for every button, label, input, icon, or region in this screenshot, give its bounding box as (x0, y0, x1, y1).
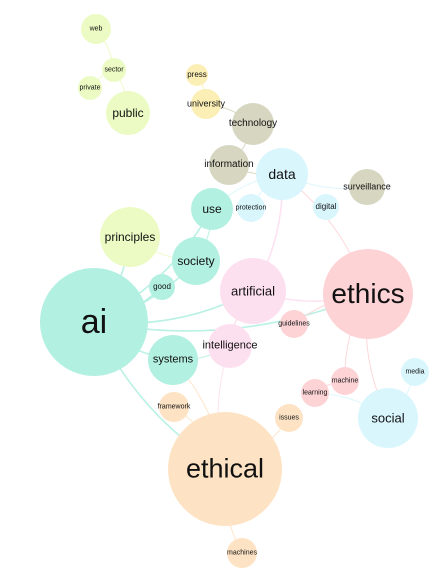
node-label-university: university (186, 98, 226, 109)
node-label-press: press (187, 70, 207, 79)
node-systems (148, 335, 198, 385)
node-label-use: use (202, 202, 222, 216)
node-label-principles: principles (104, 230, 156, 244)
node-ethics (323, 249, 413, 339)
node-label-social: social (371, 410, 405, 426)
node-press (186, 64, 208, 86)
node-good (149, 274, 175, 300)
node-label-issues: issues (279, 414, 299, 422)
node-data (256, 148, 308, 200)
node-label-information: information (204, 159, 254, 170)
node-issues (275, 404, 303, 432)
node-label-ethical: ethical (185, 453, 265, 484)
node-label-sector: sector (104, 66, 124, 74)
node-label-media: media (405, 368, 425, 376)
node-principles (100, 207, 160, 267)
node-guidelines (280, 310, 308, 338)
node-label-intelligence: intelligence (202, 339, 258, 352)
node-ethical (168, 412, 282, 526)
node-use (191, 188, 233, 230)
node-label-framework: framework (157, 403, 191, 411)
node-label-systems: systems (152, 353, 194, 366)
node-label-machines: machines (227, 549, 257, 557)
node-label-surveillance: surveillance (343, 181, 391, 192)
node-digital (313, 194, 339, 220)
node-label-private: private (79, 84, 101, 92)
node-information (209, 145, 249, 185)
node-social (358, 388, 418, 448)
node-label-protection: protection (235, 204, 267, 212)
node-ai (40, 268, 148, 376)
node-protection (237, 194, 265, 222)
node-label-good: good (153, 282, 171, 291)
node-artificial (220, 258, 286, 324)
node-label-society: society (177, 254, 215, 268)
node-technology (232, 103, 274, 145)
node-society (172, 237, 220, 285)
node-machines (227, 538, 257, 568)
node-intelligence (208, 324, 252, 368)
node-label-learning: learning (302, 389, 328, 397)
node-framework (159, 392, 189, 422)
node-label-machine: machine (331, 377, 359, 385)
node-public (106, 91, 150, 135)
node-machine (331, 367, 359, 395)
node-surveillance (349, 169, 385, 205)
node-web (81, 14, 111, 44)
node-label-data: data (268, 166, 296, 182)
node-label-ai: ai (80, 303, 108, 341)
node-label-public: public (112, 106, 144, 120)
node-label-artificial: artificial (230, 283, 276, 299)
node-media (401, 358, 429, 386)
node-private (78, 76, 102, 100)
node-learning (301, 379, 329, 407)
node-label-web: web (89, 25, 103, 33)
node-sector (102, 58, 126, 82)
node-label-ethics: ethics (331, 278, 405, 309)
node-label-technology: technology (228, 118, 278, 129)
node-label-digital: digital (315, 202, 337, 211)
node-university (191, 89, 221, 119)
node-label-guidelines: guidelines (278, 320, 310, 328)
